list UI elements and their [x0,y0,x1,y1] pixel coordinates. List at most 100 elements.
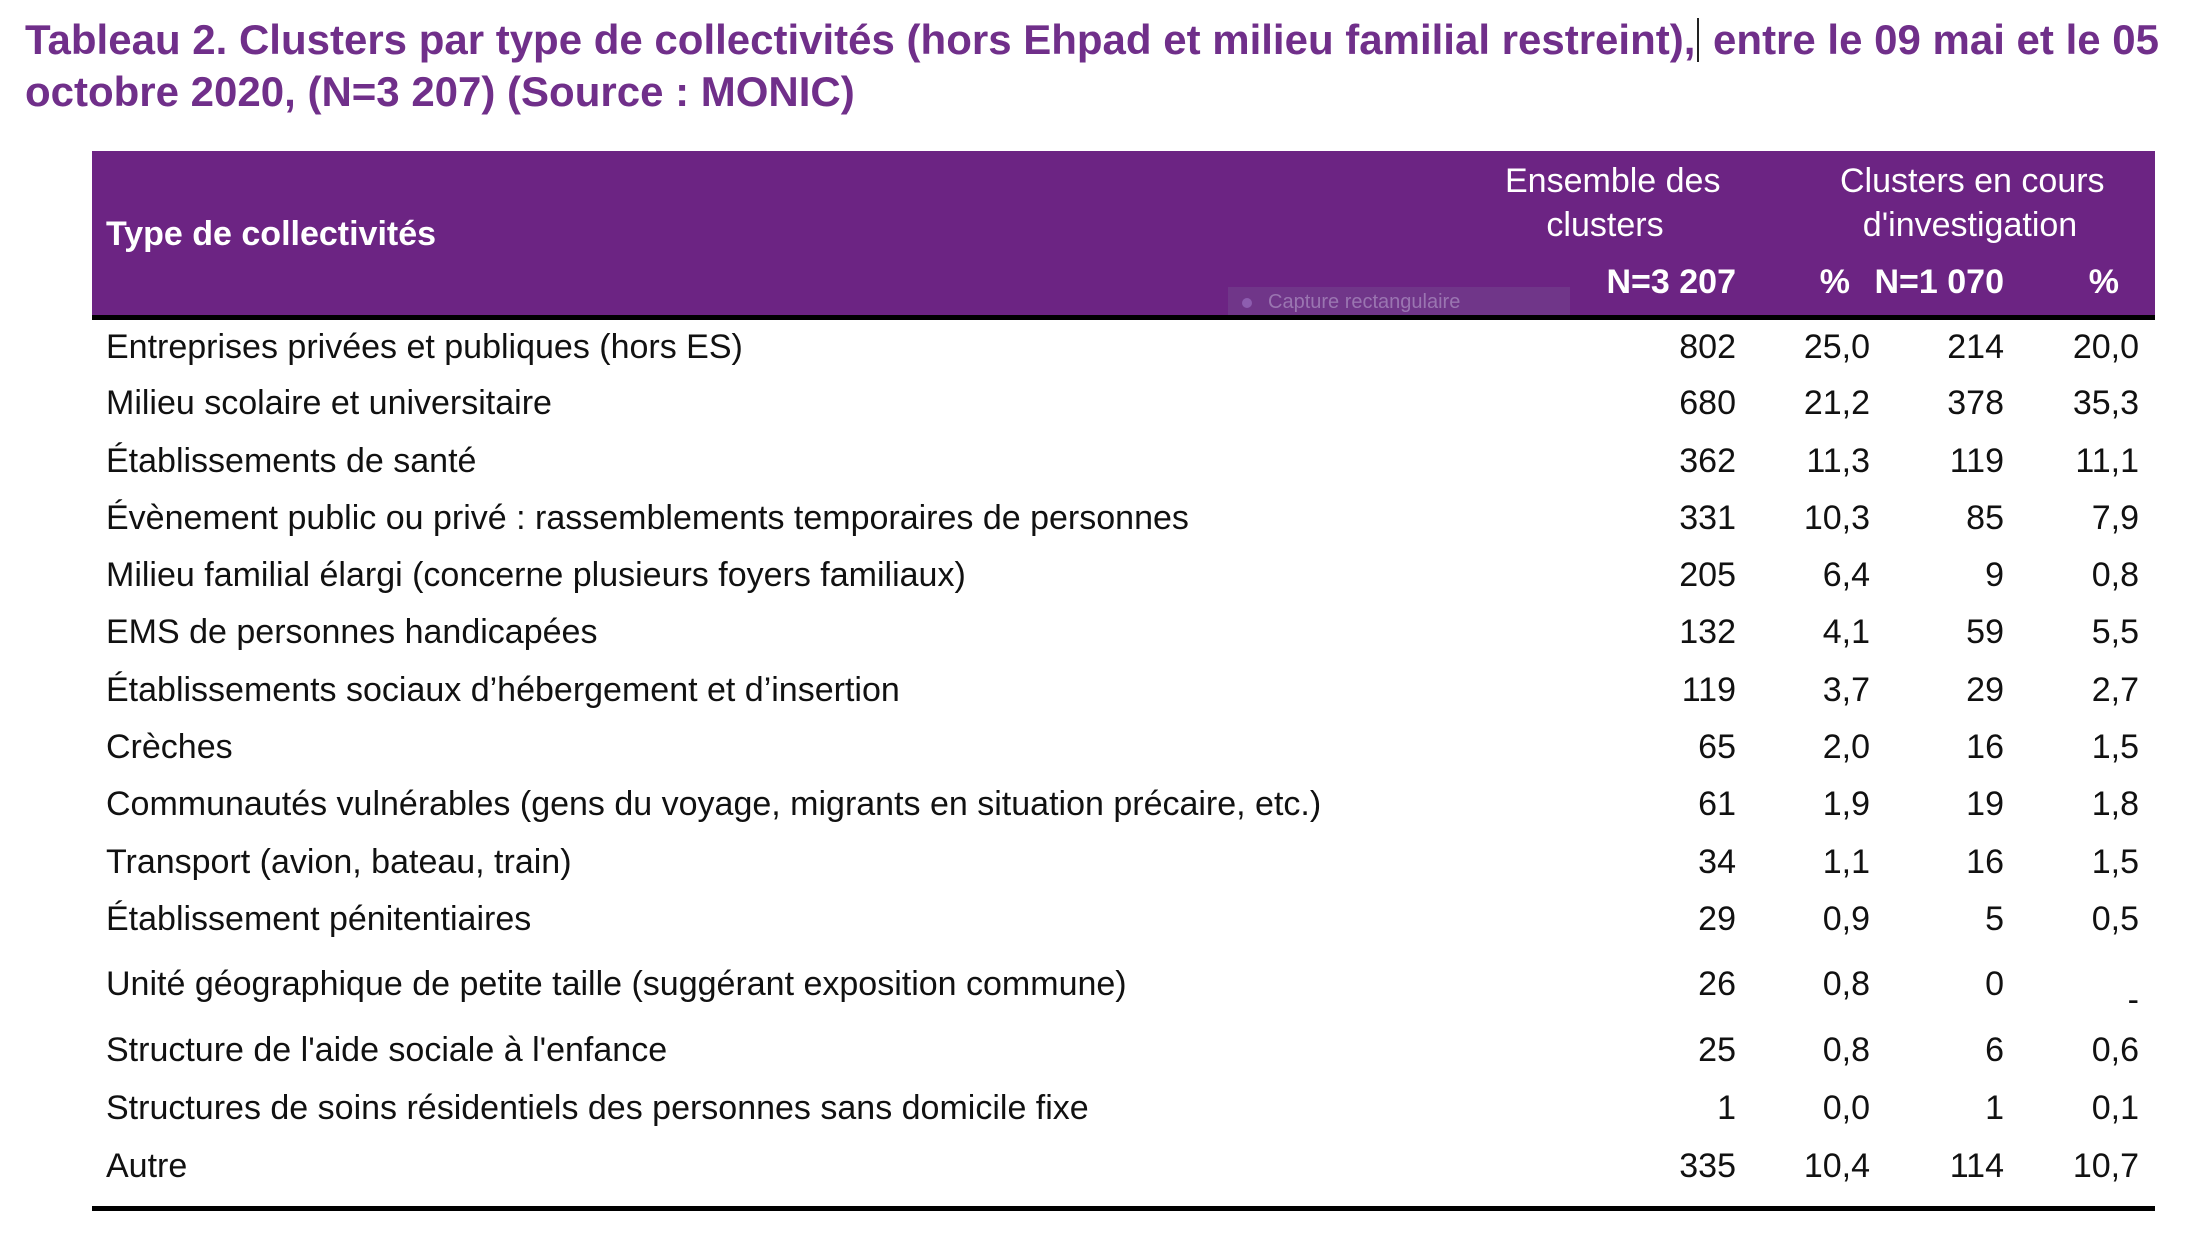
header-type: Type de collectivités [106,215,437,253]
row-percent-all: 0,8 [1822,965,1870,1003]
row-percent-all: 10,3 [1803,499,1870,537]
table-row: Établissements de santé 362 11,3 119 11,1 [92,436,2155,486]
row-percent-all: 25,0 [1803,328,1870,366]
row-percent-all: 1,9 [1822,785,1870,823]
table-row: Établissement pénitentiaires 29 0,9 5 0,5 [92,894,2155,944]
row-label: Milieu scolaire et universitaire [106,384,552,422]
row-percent-investigation: 0,1 [2091,1089,2139,1127]
capture-tooltip-label: Capture rectangulaire [1268,291,1461,313]
header-p2: % [2088,263,2119,301]
header-group-all-line2: clusters [1546,206,1664,244]
row-label: Établissements de santé [106,442,477,480]
row-label: Autre [106,1147,188,1185]
row-label: Évènement public ou privé : rassemblemen… [106,499,1189,537]
row-count-all: 680 [1679,384,1736,422]
row-label: Unité géographique de petite taille (sug… [106,965,1127,1003]
row-count-investigation: 119 [1949,442,2004,480]
row-percent-all: 0,8 [1822,1031,1870,1069]
row-count-investigation: 16 [1966,728,2004,766]
row-label: Transport (avion, bateau, train) [106,843,572,881]
capture-tooltip: Capture rectangulaire [1228,287,1570,318]
row-count-all: 25 [1698,1031,1736,1069]
row-label: Entreprises privées et publiques (hors E… [106,328,743,366]
row-count-all: 132 [1679,613,1736,651]
row-count-all: 331 [1679,499,1736,537]
row-count-investigation: 1 [1985,1089,2004,1127]
row-count-investigation: 5 [1985,900,2004,938]
row-percent-investigation: 1,5 [2091,843,2139,881]
row-label: Établissements sociaux d’hébergement et … [106,671,900,709]
table-row: Unité géographique de petite taille (sug… [92,959,2155,1019]
row-label: Structure de l'aide sociale à l'enfance [106,1031,668,1069]
row-label: Communautés vulnérables (gens du voyage,… [106,785,1322,823]
table-row: Crèches 65 2,0 16 1,5 [92,722,2155,772]
row-percent-investigation: 1,8 [2091,785,2139,823]
row-percent-investigation: 0,8 [2091,556,2139,594]
header-group-inv-line1: Clusters en cours [1840,162,2105,200]
row-count-all: 119 [1681,671,1736,709]
row-count-investigation: 29 [1966,671,2004,709]
row-count-investigation: 114 [1949,1147,2004,1185]
row-percent-investigation: 5,5 [2091,613,2139,651]
title-part-2: entre le 09 mai et le 05 octobre 2020, (… [25,16,2159,115]
row-percent-all: 2,0 [1822,728,1870,766]
table-row: Établissements sociaux d’hébergement et … [92,665,2155,715]
row-count-investigation: 214 [1947,328,2004,366]
row-percent-all: 0,9 [1822,900,1870,938]
table-row: Structures de soins résidentiels des per… [92,1083,2155,1133]
table-header: Type de collectivités Ensemble des clust… [92,151,2155,316]
header-group-inv-line2: d'investigation [1862,206,2078,244]
row-label: Établissement pénitentiaires [106,900,532,938]
record-dot-icon [1242,297,1252,308]
row-label: EMS de personnes handicapées [106,613,598,651]
row-percent-all: 0,0 [1822,1089,1870,1127]
header-p1: % [1819,263,1850,301]
row-count-investigation: 9 [1985,556,2004,594]
row-count-investigation: 85 [1966,499,2004,537]
row-label: Crèches [106,728,233,766]
row-label: Structures de soins résidentiels des per… [106,1089,1089,1127]
title-part-1: Tableau 2. Clusters par type de collecti… [25,16,1696,63]
row-count-investigation: 16 [1966,843,2004,881]
row-count-investigation: 0 [1985,965,2004,1003]
row-percent-all: 6,4 [1822,556,1870,594]
row-percent-all: 3,7 [1822,671,1870,709]
header-group-investigation: Clusters en cours d'investigation [1840,159,2105,247]
row-percent-investigation: 2,7 [2091,671,2139,709]
table-row: Autre 335 10,4 114 10,7 [92,1141,2155,1191]
row-percent-all: 1,1 [1822,843,1870,881]
text-caret [1697,18,1700,62]
row-percent-all: 10,4 [1803,1147,1870,1185]
row-count-all: 34 [1698,843,1736,881]
row-percent-investigation: 1,5 [2091,728,2139,766]
row-count-all: 29 [1698,900,1736,938]
row-count-all: 362 [1679,442,1736,480]
row-percent-all: 11,3 [1806,442,1870,480]
row-label: Milieu familial élargi (concerne plusieu… [106,556,966,594]
row-count-investigation: 378 [1947,384,2004,422]
table-row: Transport (avion, bateau, train) 34 1,1 16 1… [92,837,2155,887]
row-percent-investigation: - [2127,981,2139,1019]
row-count-all: 61 [1698,785,1736,823]
table-row: EMS de personnes handicapées 132 4,1 59 5,5 [92,607,2155,657]
row-count-all: 802 [1679,328,1736,366]
row-count-all: 65 [1698,728,1736,766]
row-percent-investigation: 11,1 [2075,442,2139,480]
row-percent-investigation: 7,9 [2091,499,2139,537]
row-percent-all: 4,1 [1822,613,1870,651]
row-count-investigation: 59 [1966,613,2004,651]
row-percent-investigation: 20,0 [2072,328,2139,366]
row-percent-all: 21,2 [1803,384,1870,422]
table-title: Tableau 2. Clusters par type de collecti… [25,14,2195,118]
row-count-investigation: 6 [1985,1031,2004,1069]
row-percent-investigation: 0,5 [2091,900,2139,938]
table-row: Évènement public ou privé : rassemblemen… [92,493,2155,543]
row-count-all: 26 [1698,965,1736,1003]
header-group-all: Ensemble des clusters [1505,159,1720,247]
row-percent-investigation: 0,6 [2091,1031,2139,1069]
header-n1: N=3 207 [1606,263,1737,301]
row-count-all: 1 [1717,1089,1736,1127]
row-count-all: 205 [1679,556,1736,594]
header-rule [92,315,2155,320]
row-percent-investigation: 35,3 [2072,384,2139,422]
